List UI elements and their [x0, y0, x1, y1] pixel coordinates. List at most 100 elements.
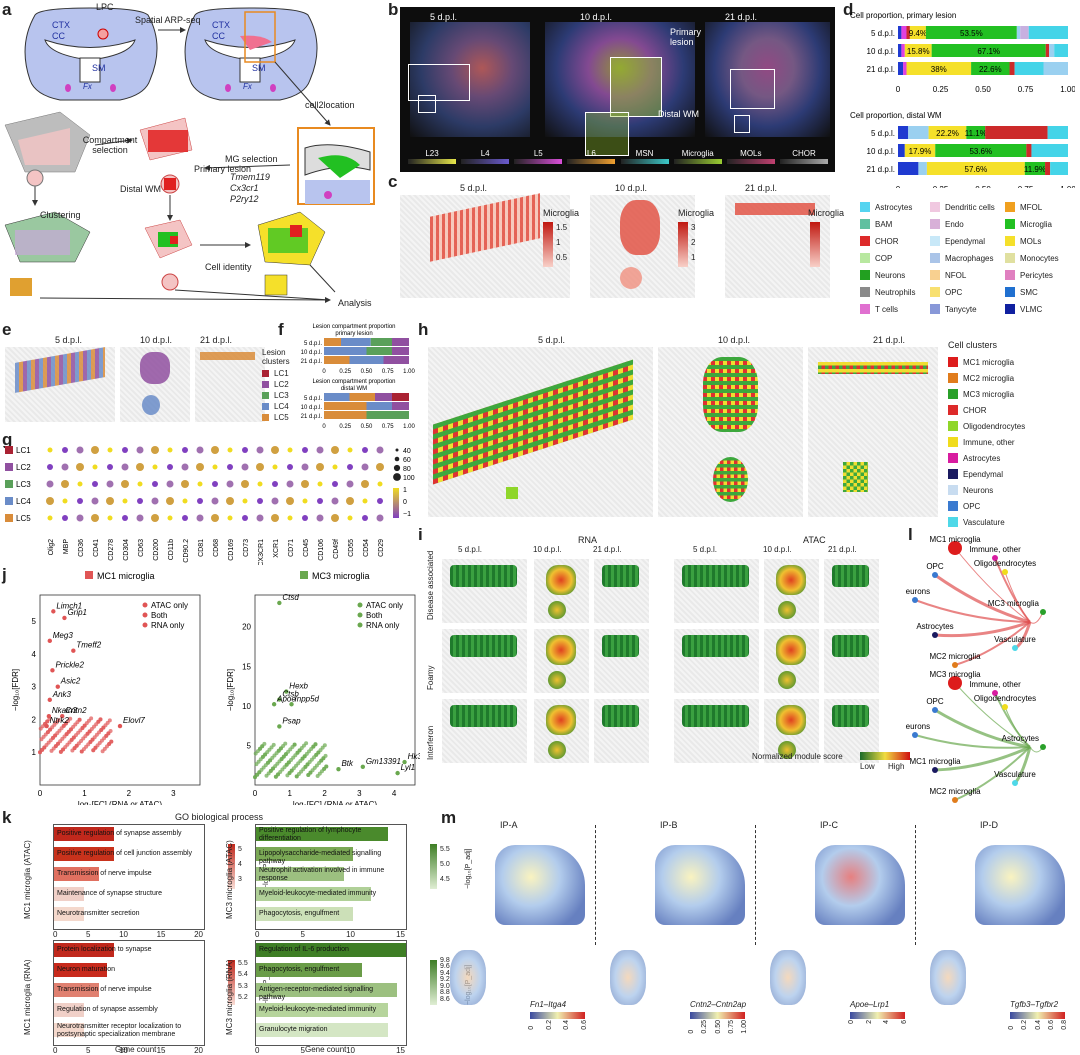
j-point: [292, 742, 297, 747]
k-bar: [54, 943, 114, 957]
k-x-label: Gene count: [115, 1045, 157, 1054]
j-point: [271, 742, 276, 747]
d-bar-segment: [1024, 162, 1046, 175]
j-title: MC1 microglia: [97, 571, 155, 581]
roi-box: [244, 11, 276, 63]
panel-h: 5 d.p.l. 10 d.p.l. 21 d.p.l.: [428, 335, 938, 520]
k-term-label: Lipopolysaccharide-mediated signalling p…: [259, 850, 382, 865]
g-row-swatch: [5, 514, 13, 522]
k-x-tick: 5: [86, 930, 91, 939]
g-dot: [227, 464, 233, 470]
k-legend-tick: 4: [238, 861, 242, 868]
j-legend-marker: [142, 612, 148, 618]
g-dot: [362, 498, 368, 504]
panel-label-b: b: [388, 0, 399, 19]
j-point: [283, 741, 288, 746]
g-col-label: CD169: [228, 539, 235, 561]
b-tp-21: 21 d.p.l.: [725, 12, 758, 22]
roi-b-10-distal: [585, 112, 629, 156]
panel-label-g: g: [2, 430, 13, 449]
b-primary-label: Primary lesion: [670, 27, 701, 47]
g-dot: [226, 480, 234, 488]
d-category-label: 10 d.p.l.: [867, 47, 895, 56]
d-chart-title: Cell proportion, distal WM: [850, 111, 942, 120]
fx-label-2: Fx: [243, 82, 252, 91]
g-dot: [346, 480, 354, 488]
m-map-distal: [450, 950, 486, 1005]
k-bar: [256, 887, 371, 901]
h-legend-item: Immune, other: [948, 434, 1078, 450]
k-bar: [256, 943, 406, 957]
j-gene-label: Asic2: [60, 677, 81, 686]
h-legend-title: Cell clusters: [948, 340, 998, 350]
d-legend-swatch: [860, 202, 870, 212]
l-node: [932, 572, 938, 578]
i-map-signal: [546, 635, 576, 665]
k-term-label: Maintenance of synapse structure: [57, 890, 163, 897]
k-legend-tick: 5: [238, 846, 242, 853]
h-legend-label: Neurons: [963, 485, 994, 495]
g-size-legend-label: 80: [403, 466, 411, 473]
roi-b-10-primary: [610, 57, 662, 117]
g-col-label: Olig2: [48, 539, 55, 555]
m-scale-tick: 0.2: [545, 1020, 553, 1030]
g-dot: [46, 497, 54, 505]
j-highlight-point: [62, 615, 67, 621]
j-highlight-point: [117, 723, 123, 729]
k-legend-tick: 8.8: [440, 989, 450, 997]
g-dot: [212, 464, 218, 470]
g-dot: [197, 498, 203, 504]
f-x-tick: 1.00: [403, 424, 415, 430]
j-point: [322, 743, 327, 748]
e-legend-label: LC3: [274, 391, 289, 400]
b-tp-10: 10 d.p.l.: [580, 12, 613, 22]
g-dot: [332, 481, 338, 487]
j-gene-label: Cntn2: [65, 706, 87, 715]
i-map-signal: [450, 565, 517, 587]
k-bar: [256, 847, 354, 861]
l-node: [992, 555, 998, 561]
g-dot: [152, 481, 158, 487]
m-scale-ticks: 0 2 4 6: [848, 1020, 908, 1024]
j-y-tick: 15: [242, 662, 251, 671]
g-dot: [181, 480, 189, 488]
d-bar-segment: [898, 162, 919, 175]
b-scale-label: L23: [425, 149, 439, 158]
g-dot: [47, 447, 53, 453]
d-bar-segment: [928, 126, 967, 139]
j-point: [305, 762, 310, 767]
k-panel: Regulation of IL-6 production Phagocytosi…: [225, 940, 475, 1055]
g-col-label: CD45: [303, 539, 310, 557]
e-tp-5: 5 d.p.l.: [55, 335, 83, 345]
d-bar-segment: [1009, 62, 1015, 75]
result-distal: [264, 274, 288, 296]
d-bar-segment: [931, 44, 1046, 57]
m-scale-tick: 0: [528, 1025, 535, 1030]
i-map: [594, 559, 649, 623]
g-dot: [122, 498, 128, 504]
i-map: [534, 629, 589, 693]
l-node: [932, 707, 938, 713]
j-point: [79, 749, 84, 754]
panel-label-f: f: [278, 320, 284, 339]
j-x-tick: 4: [392, 789, 397, 798]
j-highlight-point: [60, 714, 65, 719]
l-edge: [934, 620, 1031, 638]
d-legend-swatch: [1005, 219, 1015, 229]
g-dot: [257, 481, 263, 487]
g-dot: [122, 447, 128, 453]
i-row-label: Foamy: [426, 665, 435, 690]
d-segment-label: 22.2%: [936, 129, 959, 138]
d-segment-label: 9.4%: [909, 29, 927, 38]
l-node-label: Oligodendrocytes: [974, 559, 1036, 568]
g-dot: [271, 446, 279, 454]
m-scale-tick: 0.6: [1047, 1020, 1055, 1030]
b-scale-l23: L23: [408, 149, 456, 169]
g-dot: [212, 481, 218, 487]
g-dot: [122, 515, 128, 521]
j-point: [106, 731, 111, 736]
c-tp-5: 5 d.p.l.: [460, 183, 488, 193]
panel-label-e: e: [2, 320, 12, 339]
j-highlight-point: [277, 697, 282, 702]
mg-selection-label: MG selection: [225, 154, 278, 164]
